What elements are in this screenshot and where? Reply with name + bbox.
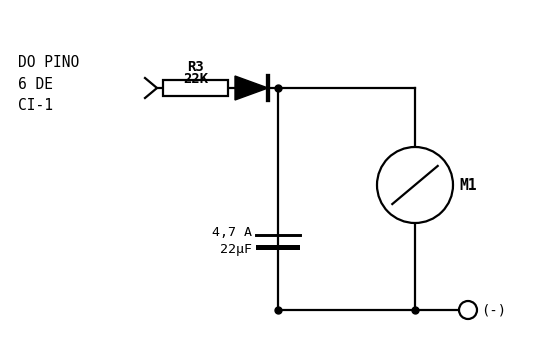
- Text: 4,7 A: 4,7 A: [212, 226, 252, 239]
- Bar: [163, 80, 228, 96]
- Polygon shape: [235, 76, 268, 100]
- Circle shape: [377, 147, 453, 223]
- Text: M1: M1: [459, 177, 477, 193]
- Bar: [256, 245, 300, 250]
- Text: 22K: 22K: [183, 72, 208, 86]
- Circle shape: [459, 301, 477, 319]
- Text: (-): (-): [481, 303, 506, 317]
- Text: DO PINO
6 DE
CI-1: DO PINO 6 DE CI-1: [18, 55, 79, 113]
- Text: R3: R3: [187, 60, 204, 74]
- Text: 22μF: 22μF: [220, 244, 252, 257]
